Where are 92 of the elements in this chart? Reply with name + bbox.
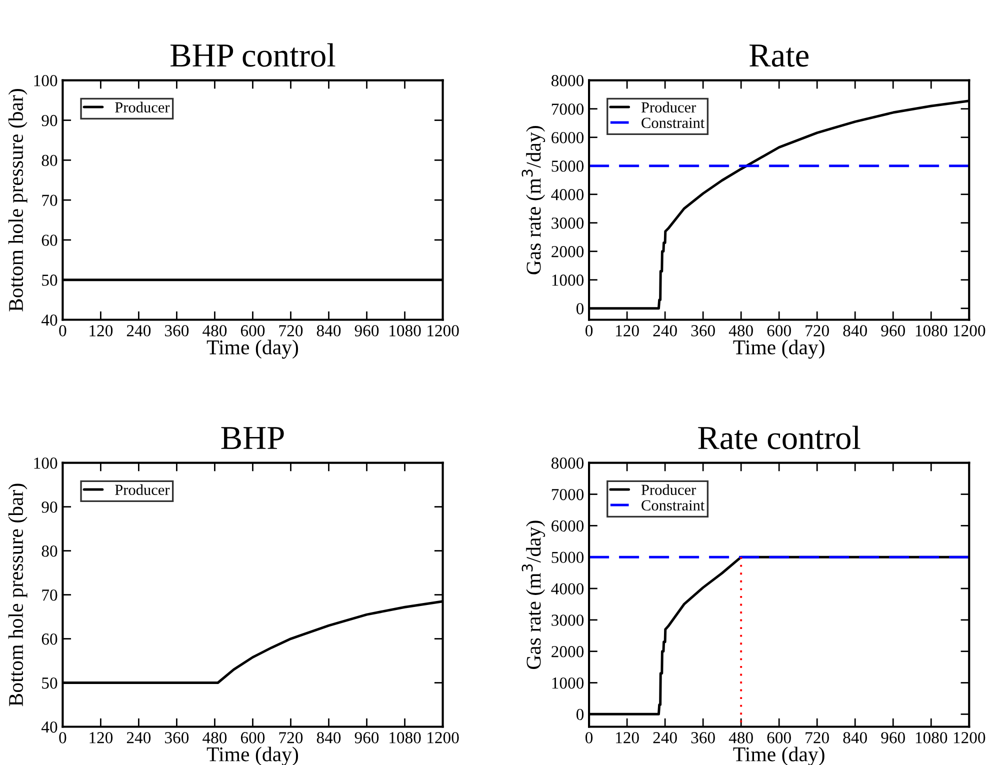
- y-tick-label: 0: [576, 708, 584, 720]
- y-axis-title: Bottom hole pressure (bar): [8, 89, 28, 312]
- legend-label: Producer: [641, 102, 696, 113]
- y-tick-label: 4000: [551, 583, 584, 594]
- x-tick-label: 960: [354, 732, 379, 744]
- y-tick-label: 70: [42, 194, 58, 206]
- x-tick-label: 1080: [390, 732, 421, 744]
- x-tick-label: 600: [767, 732, 791, 744]
- x-tick-label: 240: [653, 732, 677, 744]
- x-tick-label: 1200: [428, 732, 459, 744]
- y-tick-label: 8000: [551, 458, 584, 469]
- x-tick-label: 120: [90, 325, 113, 336]
- y-tick-label: 3000: [552, 614, 584, 626]
- x-tick-label: 720: [806, 325, 829, 336]
- x-tick-label: 120: [616, 325, 639, 336]
- y-tick-label: 60: [42, 633, 58, 645]
- x-axis-title: Time (day): [206, 340, 298, 359]
- x-tick-label: 720: [279, 325, 303, 336]
- y-tick-label: 7000: [552, 488, 584, 500]
- legend-label: Producer: [115, 484, 170, 496]
- x-tick-label: 1080: [916, 732, 948, 744]
- x-tick-label: 480: [728, 732, 753, 744]
- x-tick-label: 960: [354, 325, 379, 336]
- x-tick-label: 840: [316, 325, 341, 336]
- y-tick-label: 4000: [551, 189, 584, 200]
- y-tick-label: 100: [34, 458, 58, 469]
- x-tick-label: 1080: [390, 325, 421, 336]
- x-tick-label: 360: [691, 325, 715, 336]
- x-tick-label: 720: [279, 732, 303, 744]
- x-tick-label: 360: [691, 732, 715, 744]
- y-tick-label: 70: [42, 589, 58, 601]
- y-tick-label: 2000: [552, 646, 584, 658]
- y-tick-label: 1000: [552, 677, 584, 689]
- x-tick-label: 240: [126, 325, 151, 336]
- y-tick-label: 40: [41, 721, 58, 733]
- y-tick-label: 40: [41, 314, 58, 326]
- x-tick-label: 480: [202, 732, 227, 744]
- chart-title: Rate: [750, 44, 808, 67]
- x-tick-label: 120: [90, 732, 113, 744]
- x-tick-label: 840: [843, 325, 867, 336]
- y-tick-label: 90: [42, 114, 58, 126]
- y-tick-label: 5000: [552, 160, 584, 172]
- x-tick-label: 120: [616, 732, 639, 744]
- y-tick-label: 5000: [552, 552, 584, 564]
- x-tick-label: 480: [728, 325, 753, 336]
- y-tick-label: 100: [34, 75, 58, 86]
- legend-label: Producer: [115, 102, 170, 113]
- legend-label: Constraint: [642, 118, 705, 128]
- x-axis-title: Time (day): [733, 340, 824, 359]
- y-tick-label: 80: [42, 546, 58, 557]
- x-tick-label: 360: [165, 325, 189, 336]
- y-tick-label: 0: [576, 303, 584, 314]
- x-tick-label: 0: [59, 732, 66, 744]
- legend-label: Constraint: [642, 500, 705, 511]
- y-axis-title: Bottom hole pressure (bar): [8, 484, 28, 706]
- y-tick-label: 7000: [552, 104, 584, 115]
- y-tick-label: 8000: [551, 75, 584, 86]
- x-tick-label: 0: [586, 325, 593, 336]
- y-tick-label: 50: [42, 677, 58, 689]
- y-tick-label: 60: [42, 234, 58, 246]
- x-tick-label: 360: [165, 732, 189, 744]
- y-tick-label: 3000: [552, 218, 584, 229]
- y-axis-title: Gas rate (m$^{3}$/day): [522, 520, 546, 670]
- x-tick-label: 960: [881, 325, 905, 336]
- y-tick-label: 6000: [552, 132, 584, 144]
- x-tick-label: 960: [881, 732, 905, 744]
- x-tick-label: 600: [240, 732, 265, 744]
- x-tick-label: 1200: [428, 325, 459, 336]
- chart-title: BHP control: [170, 43, 336, 67]
- x-tick-label: 0: [59, 325, 66, 336]
- x-tick-label: 1200: [954, 732, 986, 744]
- y-tick-label: 2000: [552, 246, 584, 258]
- y-tick-label: 1000: [552, 274, 584, 286]
- chart-title: Rate control: [698, 426, 860, 450]
- x-tick-label: 600: [240, 325, 265, 336]
- y-axis-title: Gas rate (m$^{3}$/day): [522, 126, 546, 274]
- x-tick-label: 600: [767, 325, 791, 336]
- x-tick-label: 840: [843, 732, 867, 744]
- y-tick-label: 90: [42, 502, 58, 513]
- x-tick-label: 0: [586, 732, 593, 744]
- legend-label: Producer: [641, 484, 696, 496]
- x-tick-label: 720: [806, 732, 829, 744]
- x-tick-label: 1200: [954, 325, 986, 336]
- x-tick-label: 480: [202, 325, 227, 336]
- y-tick-label: 50: [42, 274, 58, 286]
- x-tick-label: 840: [316, 732, 341, 744]
- x-tick-label: 240: [653, 325, 677, 336]
- x-tick-label: 1080: [916, 325, 948, 336]
- x-tick-label: 240: [126, 732, 151, 744]
- chart-title: BHP: [221, 427, 284, 450]
- y-tick-label: 6000: [552, 520, 584, 532]
- y-tick-label: 80: [42, 154, 58, 166]
